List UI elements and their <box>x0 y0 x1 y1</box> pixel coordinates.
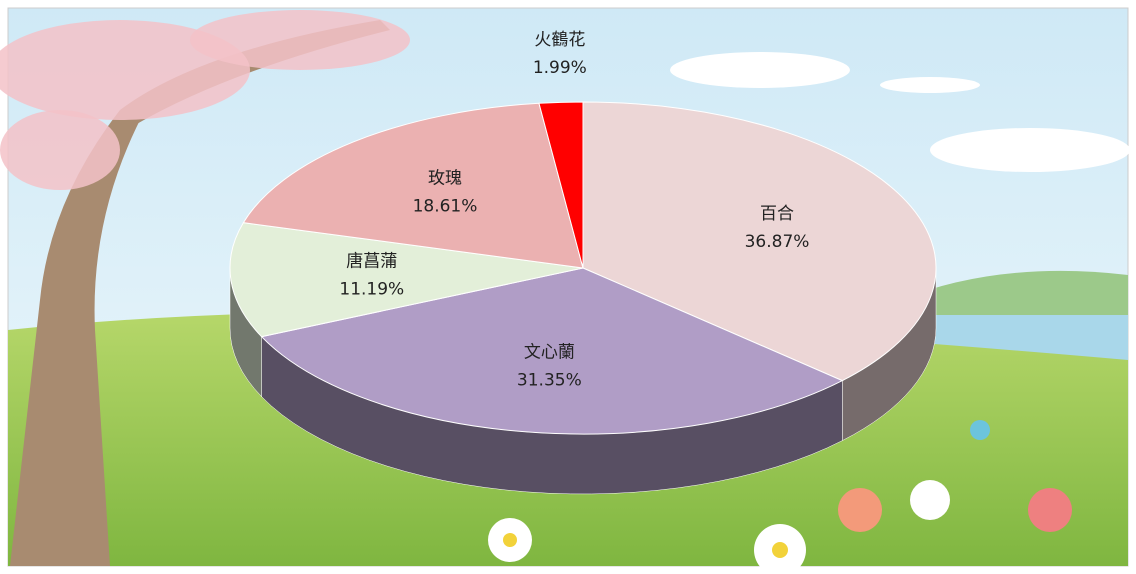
slice-value-label: 31.35% <box>517 370 582 390</box>
slice-value-label: 18.61% <box>413 196 478 216</box>
pie-labels: 百合 36.87% 文心蘭 31.35% 唐菖蒲 11.19% 玫瑰 18.61% 火鶴花 1.9… <box>339 30 809 390</box>
slice-value-label: 11.19% <box>339 279 404 299</box>
slice-label: 百合 <box>760 204 794 224</box>
slice-label: 唐菖蒲 <box>346 250 397 271</box>
pie: 百合 36.87% 文心蘭 31.35% 唐菖蒲 11.19% 玫瑰 18.61% 火鶴花 1.9… <box>229 30 937 495</box>
slice-label: 玫瑰 <box>428 168 462 188</box>
slice <box>582 101 937 382</box>
slice <box>242 102 584 269</box>
slice-label: 文心蘭 <box>524 342 575 362</box>
slice <box>229 222 584 338</box>
slice <box>538 101 584 269</box>
slice-label: 火鶴花 <box>534 30 585 50</box>
slice-value-label: 1.99% <box>533 58 587 78</box>
pie-tops <box>229 101 937 435</box>
slice-value-label: 36.87% <box>745 232 810 252</box>
slice <box>260 267 844 435</box>
